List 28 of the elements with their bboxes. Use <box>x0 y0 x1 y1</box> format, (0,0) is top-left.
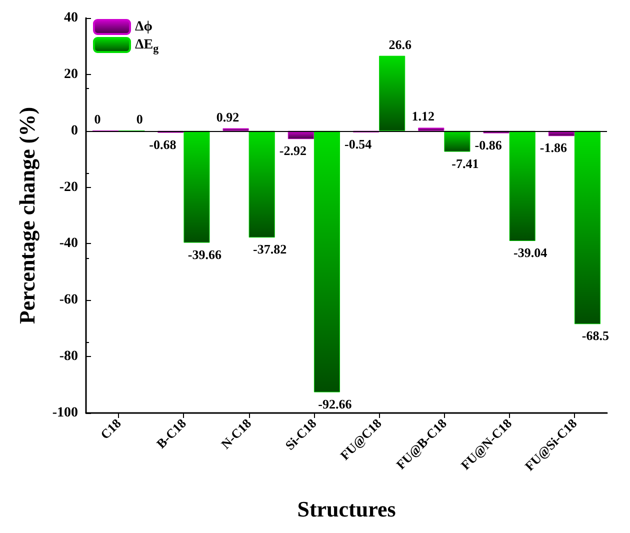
y-tick-label: -80 <box>59 349 78 364</box>
y-tick-label: 40 <box>64 10 78 26</box>
y-tick-label: -40 <box>59 236 78 252</box>
data-label: -0.86 <box>474 137 502 152</box>
data-label: -2.92 <box>279 143 306 158</box>
data-label: -37.82 <box>253 242 287 257</box>
data-label: 1.12 <box>412 108 435 124</box>
y-tick-label: -20 <box>59 180 78 195</box>
x-tick-label: C18 <box>97 415 124 442</box>
data-label: -39.04 <box>514 245 548 260</box>
data-label: -0.54 <box>344 136 372 152</box>
data-label: 0.92 <box>216 109 240 124</box>
data-label: 0 <box>136 112 143 127</box>
x-axis-title: Structures <box>297 496 396 522</box>
data-label: -68.5 <box>582 328 610 344</box>
data-label: 0 <box>94 112 101 127</box>
data-label: -1.86 <box>540 140 568 156</box>
legend-label: Δϕ <box>135 20 153 34</box>
data-label: -0.68 <box>149 136 177 152</box>
y-tick-label: -100 <box>52 406 78 420</box>
y-tick-label: 0 <box>71 123 78 138</box>
data-label: -39.66 <box>188 246 222 262</box>
data-label: -7.41 <box>452 156 479 171</box>
y-tick-label: -60 <box>59 292 78 308</box>
data-label: 26.6 <box>388 36 412 52</box>
y-tick-label: 20 <box>64 66 78 82</box>
y-axis-title: Percentage change (%) <box>14 106 40 324</box>
data-label: -92.66 <box>318 396 352 412</box>
